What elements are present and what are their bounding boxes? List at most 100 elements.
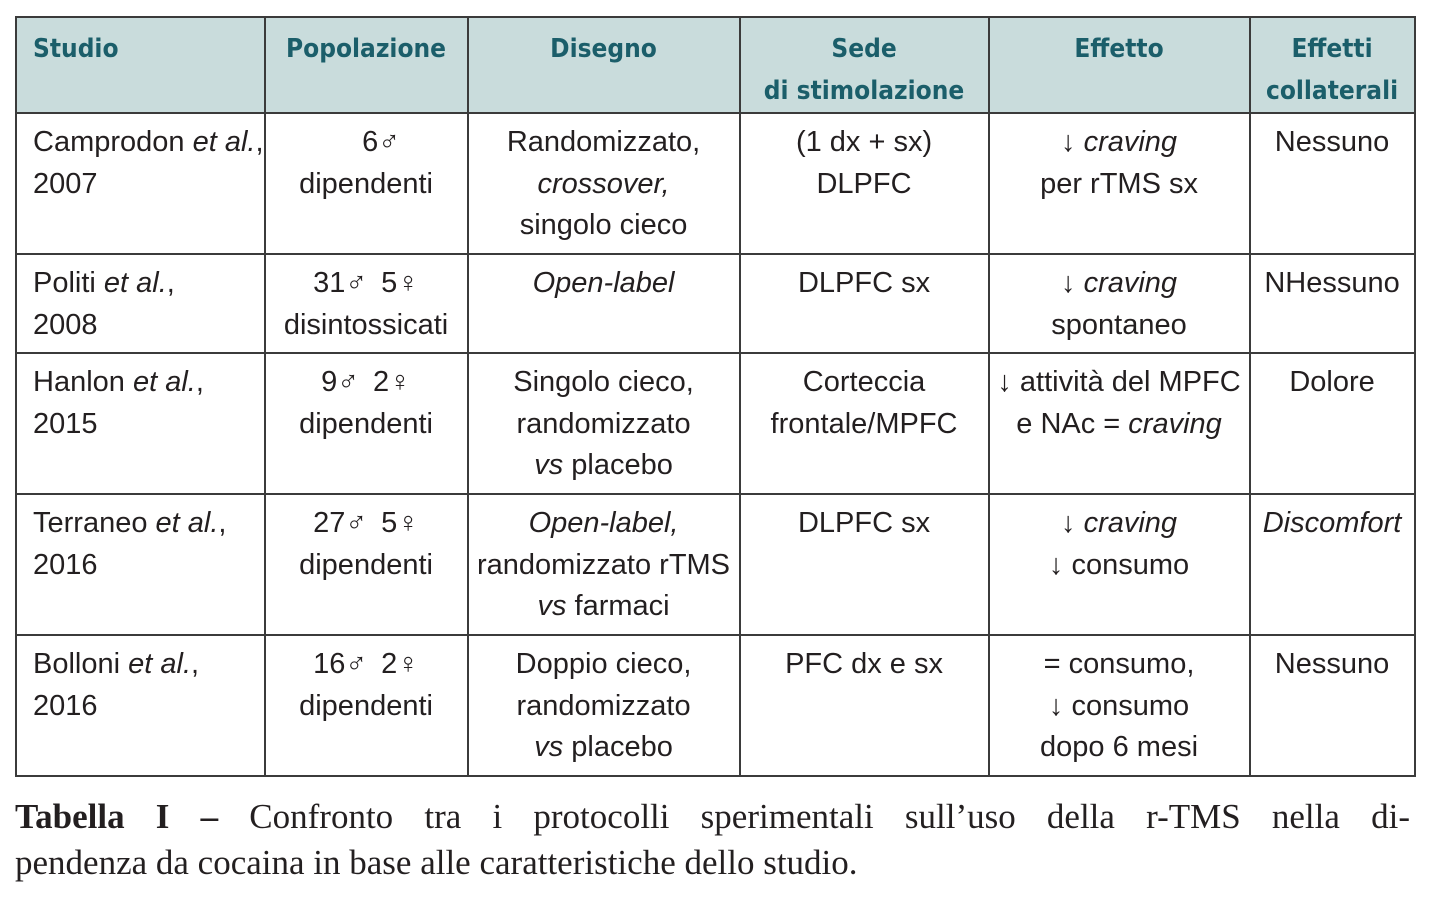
side-effects-text: Nessuno — [1274, 126, 1390, 158]
population-desc: dipendenti — [299, 407, 433, 440]
effect-line: ↓ attività del MPFC — [997, 366, 1241, 398]
population-cell: 6♂ dipendenti — [263, 112, 469, 255]
design-line: vs placebo — [534, 731, 673, 763]
population-female: 5♀ — [381, 507, 419, 539]
design-line: vs farmaci — [537, 590, 670, 622]
side-effects-cell: Nessuno — [1248, 112, 1416, 255]
study-year: 2008 — [33, 308, 98, 341]
site-cell: (1 dx + sx) DLPFC — [738, 112, 990, 255]
side-effects-cell: Nessuno — [1248, 634, 1416, 777]
site-cell: PFC dx e sx — [738, 634, 990, 777]
study-author: Camprodon — [33, 126, 185, 158]
comparison-table: Studio Popolazione Disegno Sede di stimo… — [15, 16, 1416, 777]
population-desc: dipendenti — [299, 689, 433, 722]
population-cell: 31♂ 5♀ disintossicati — [263, 253, 469, 354]
design-line: randomizzato — [516, 407, 691, 440]
population-count: 31♂ — [313, 267, 368, 299]
study-etal: et al. — [155, 507, 219, 539]
table-row: Terraneo et al., 2016 27♂ 5♀ dipendenti O… — [15, 493, 1416, 636]
design-cell: Doppio cieco, randomizzato vs placebo — [466, 634, 741, 777]
craving-word: craving — [1083, 126, 1178, 158]
design-line: vs placebo — [534, 449, 673, 481]
study-year: 2016 — [33, 689, 98, 722]
table-caption: Tabella I – Confronto tra i protocolli s… — [15, 794, 1410, 886]
effect-line: dopo 6 mesi — [1040, 731, 1199, 763]
site-line: DLPFC sx — [797, 267, 931, 299]
effect-line: ↓ consumo — [1048, 689, 1190, 722]
effect-line: ↓ craving — [1061, 126, 1178, 158]
design-line: Randomizzato, — [506, 126, 701, 158]
header-row: Studio Popolazione Disegno Sede di stimo… — [15, 16, 1416, 114]
header-effetto: Effetto — [987, 16, 1251, 114]
population-count: 9♂ — [321, 366, 360, 398]
design-line: Open-label — [532, 267, 675, 299]
study-year: 2007 — [33, 167, 98, 200]
table-row: Hanlon et al., 2015 9♂ 2♀ dipendenti Sing… — [15, 352, 1416, 495]
site-line: DLPFC — [816, 167, 912, 200]
header-sede: Sede di stimolazione — [738, 16, 990, 114]
side-effects-cell: Discomfort — [1248, 493, 1416, 636]
effect-cell: ↓ attività del MPFC e NAc = craving — [987, 352, 1251, 495]
table-row: Politi et al., 2008 31♂ 5♀ disintossicati… — [15, 253, 1416, 354]
population-female: 2♀ — [373, 366, 411, 398]
caption-label: Tabella I – — [15, 797, 219, 836]
population-count: 27♂ — [313, 507, 368, 539]
study-year: 2015 — [33, 407, 98, 440]
site-line: Corteccia — [802, 366, 926, 398]
side-effects-text: Dolore — [1289, 366, 1375, 398]
design-cell: Singolo cieco, randomizzato vs placebo — [466, 352, 741, 495]
side-effects-cell: Dolore — [1248, 352, 1416, 495]
design-line: crossover, — [537, 167, 670, 200]
study-cell: Camprodon et al., 2007 — [15, 112, 266, 255]
vs-word: vs — [534, 449, 564, 481]
population-cell: 27♂ 5♀ dipendenti — [263, 493, 469, 636]
study-etal: et al. — [132, 366, 196, 398]
site-cell: DLPFC sx — [738, 253, 990, 354]
effect-line: ↓ consumo — [1048, 548, 1190, 581]
craving-word: craving — [1128, 407, 1222, 440]
population-count: 16♂ — [313, 648, 368, 680]
population-cell: 9♂ 2♀ dipendenti — [263, 352, 469, 495]
population-female: 2♀ — [381, 648, 419, 680]
site-cell: DLPFC sx — [738, 493, 990, 636]
header-effetti-collaterali: Effetti collaterali — [1248, 16, 1416, 114]
vs-word: vs — [534, 731, 564, 763]
study-cell: Hanlon et al., 2015 — [15, 352, 266, 495]
effect-line: e NAc = craving — [1016, 407, 1222, 440]
site-line: PFC dx e sx — [785, 648, 943, 680]
study-cell: Terraneo et al., 2016 — [15, 493, 266, 636]
design-line: singolo cieco — [519, 209, 688, 241]
side-effects-cell: NHessuno — [1248, 253, 1416, 354]
effect-line: = consumo, — [1043, 648, 1195, 680]
study-author: Terraneo — [33, 507, 148, 539]
effect-cell: = consumo, ↓ consumo dopo 6 mesi — [987, 634, 1251, 777]
effect-line: ↓ craving — [1061, 267, 1178, 299]
site-line: frontale/MPFC — [770, 407, 958, 440]
header-popolazione: Popolazione — [263, 16, 469, 114]
table-row: Bolloni et al., 2016 16♂ 2♀ dipendenti Do… — [15, 634, 1416, 777]
study-author: Bolloni — [33, 648, 121, 680]
side-effects-text: Nessuno — [1274, 648, 1390, 680]
effect-cell: ↓ craving ↓ consumo — [987, 493, 1251, 636]
study-cell: Politi et al., 2008 — [15, 253, 266, 354]
design-cell: Open-label — [466, 253, 741, 354]
caption-text-line2: pendenza da cocaina in base alle caratte… — [15, 843, 858, 882]
side-effects-text: Discomfort — [1262, 507, 1402, 539]
design-cell: Randomizzato, crossover, singolo cieco — [466, 112, 741, 255]
effect-line: ↓ craving — [1061, 507, 1178, 539]
effect-line: spontaneo — [1051, 308, 1187, 341]
population-desc: dipendenti — [299, 167, 433, 200]
effect-cell: ↓ craving per rTMS sx — [987, 112, 1251, 255]
caption-text-line1: Confronto tra i protocolli sperimentali … — [249, 797, 1410, 836]
design-line: randomizzato rTMS — [477, 548, 731, 581]
site-line: DLPFC sx — [797, 507, 931, 539]
effect-line: per rTMS sx — [1040, 167, 1198, 200]
population-female: 5♀ — [381, 267, 419, 299]
study-year: 2016 — [33, 548, 98, 581]
design-line: Doppio cieco, — [515, 648, 692, 680]
study-author: Hanlon — [33, 366, 125, 398]
study-etal: et al. — [103, 267, 167, 299]
study-etal: et al. — [128, 648, 191, 680]
design-line: randomizzato — [516, 689, 691, 722]
header-studio: Studio — [15, 16, 266, 114]
